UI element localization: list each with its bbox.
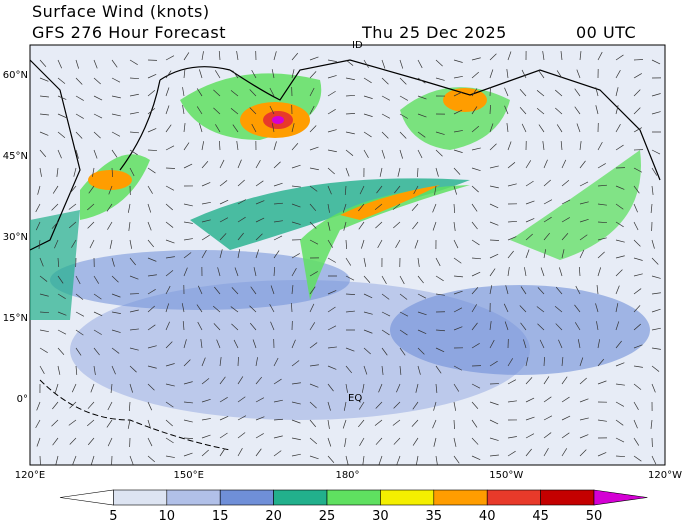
time: 00 UTC	[576, 23, 636, 42]
subtitle: GFS 276 Hour Forecast	[32, 23, 226, 42]
lat-label: 45°N	[3, 151, 28, 162]
lon-label: 150°W	[489, 470, 523, 481]
lon-labels: 120°E 150°E 180° 150°W 120°W	[15, 470, 682, 481]
wind-area	[88, 170, 132, 190]
colorbar-cell	[327, 490, 380, 505]
colorbar: 5 10 15 20 25 30 35 40 45 50	[60, 490, 647, 524]
wind-area	[390, 285, 650, 375]
lon-label: 150°E	[174, 470, 204, 481]
colorbar-label: 50	[586, 509, 603, 524]
colorbar-cell	[274, 490, 327, 505]
colorbar-cell	[487, 490, 540, 505]
colorbar-label: 20	[265, 509, 282, 524]
lon-label: 120°E	[15, 470, 45, 481]
colorbar-label: 15	[212, 509, 229, 524]
colorbar-cell	[380, 490, 433, 505]
colorbar-label: 40	[479, 509, 496, 524]
title: Surface Wind (knots)	[32, 2, 210, 21]
colorbar-label: 45	[532, 509, 549, 524]
place-label: ID	[352, 40, 363, 51]
colorbar-cell	[434, 490, 487, 505]
colorbar-cell	[220, 490, 273, 505]
colorbar-cell	[60, 490, 113, 505]
colorbar-cell	[594, 490, 647, 505]
map: ID EQ	[30, 40, 665, 465]
lat-label: 0°	[17, 394, 28, 405]
wind-area	[272, 116, 284, 124]
colorbar-cell	[167, 490, 220, 505]
wind-barb	[166, 168, 175, 169]
lat-labels: 60°N 45°N 30°N 15°N 0°	[3, 70, 28, 405]
colorbar-cell	[541, 490, 594, 505]
colorbar-label: 30	[372, 509, 389, 524]
colorbar-cell	[113, 490, 166, 505]
colorbar-label: 5	[109, 509, 117, 524]
lat-label: 60°N	[3, 70, 28, 81]
lat-label: 15°N	[3, 313, 28, 324]
lon-label: 120°W	[648, 470, 682, 481]
colorbar-label: 35	[426, 509, 443, 524]
lat-label: 30°N	[3, 232, 28, 243]
place-label: EQ	[348, 393, 362, 404]
date: Thu 25 Dec 2025	[361, 23, 507, 42]
colorbar-label: 10	[159, 509, 176, 524]
colorbar-label: 25	[319, 509, 336, 524]
lon-label: 180°	[335, 470, 359, 481]
